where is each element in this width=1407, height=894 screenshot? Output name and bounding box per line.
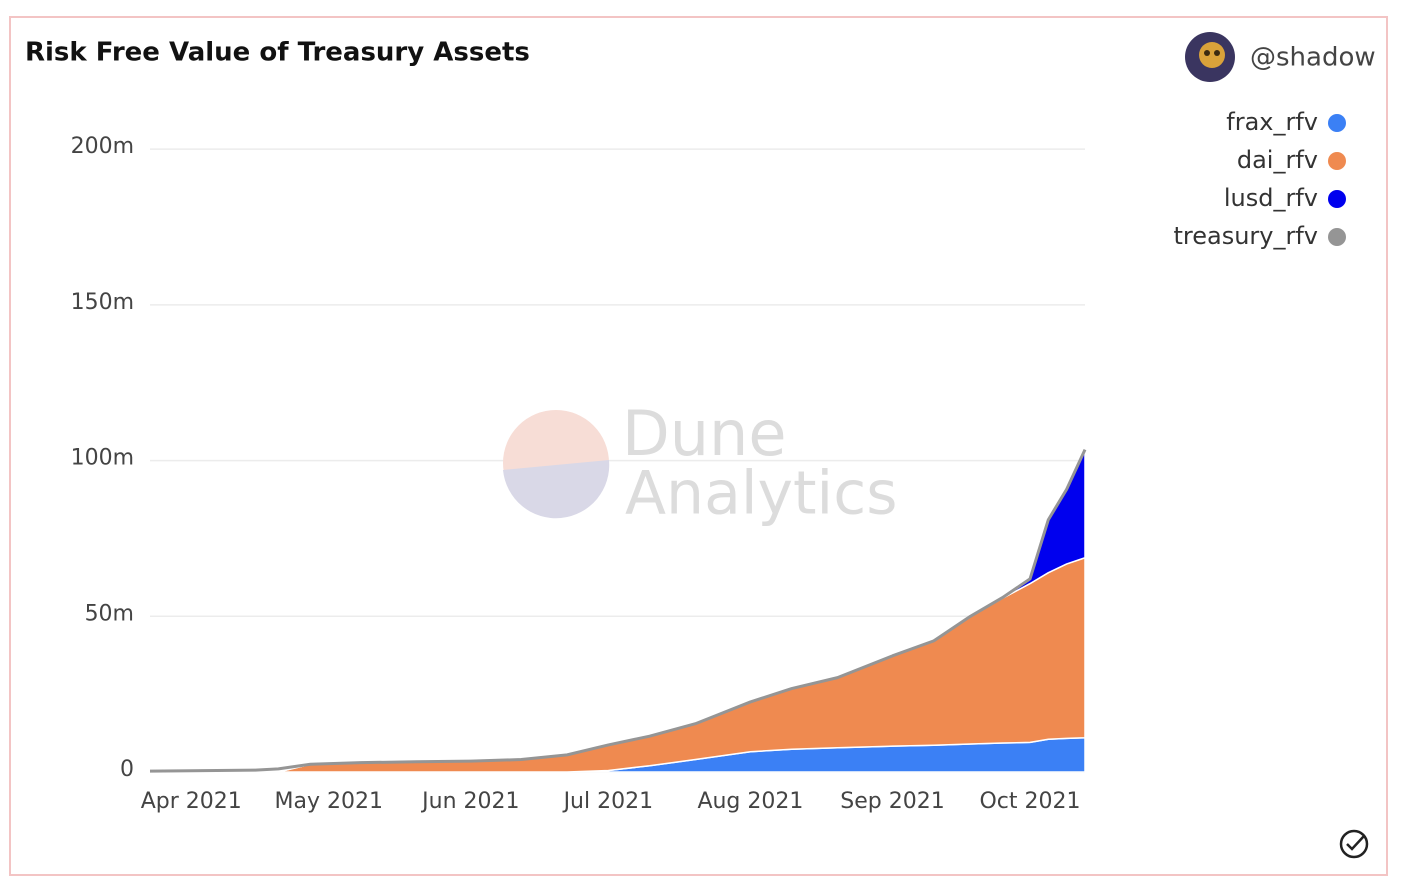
watermark-text: Analytics	[625, 459, 897, 529]
x-tick-label: Apr 2021	[141, 789, 242, 814]
x-tick-label: Oct 2021	[979, 789, 1080, 814]
legend-swatch	[1328, 114, 1346, 132]
watermark-text: Dune	[622, 397, 786, 470]
watermark: Dune Analytics	[503, 397, 897, 529]
y-tick-label: 0	[120, 757, 134, 782]
legend-swatch	[1328, 228, 1346, 246]
y-tick-label: 200m	[71, 134, 134, 159]
line	[149, 449, 1087, 773]
y-tick-label: 50m	[85, 601, 134, 626]
x-tick-label: May 2021	[275, 789, 383, 814]
avatar	[1185, 32, 1235, 82]
legend-label: frax_rfv	[1226, 108, 1318, 136]
y-tick-label: 100m	[71, 446, 134, 471]
x-tick-label: Jun 2021	[420, 789, 519, 814]
y-tick-label: 150m	[71, 290, 134, 315]
legend-swatch	[1328, 190, 1346, 208]
author: @shadow	[1250, 43, 1376, 73]
legend-label: lusd_rfv	[1224, 184, 1318, 212]
check-icon[interactable]	[1339, 829, 1369, 859]
x-tick-label: Sep 2021	[840, 789, 944, 814]
legend-swatch	[1328, 152, 1346, 170]
x-tick-label: Aug 2021	[697, 789, 803, 814]
legend-label: dai_rfv	[1237, 146, 1318, 174]
x-tick-label: Jul 2021	[562, 789, 654, 814]
legend-label: treasury_rfv	[1173, 222, 1318, 250]
chart-title: Risk Free Value of Treasury Assets	[25, 38, 530, 68]
